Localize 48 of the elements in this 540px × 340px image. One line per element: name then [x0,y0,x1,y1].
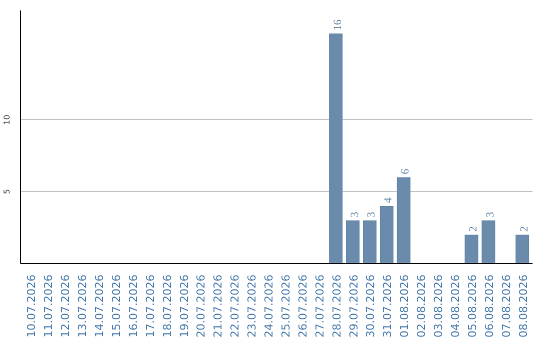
x-tick-label: 11.07.2026 [42,274,56,338]
data-label: 3 [348,211,361,218]
x-tick-label: 12.07.2026 [59,274,72,338]
bar [516,234,530,264]
y-tick-label: 10 [2,114,12,125]
data-label: 3 [484,211,496,218]
x-tick-label: 28.07.2026 [330,274,344,338]
x-tick-label: 22.07.2026 [228,274,242,338]
x-tick-label: 24.07.2026 [262,274,276,338]
data-label: 4 [382,197,395,203]
y-tick-label: 5 [2,189,12,194]
x-tick-label: 13.07.2026 [76,274,90,338]
x-tick-label: 10.07.2026 [25,274,38,338]
bar [380,206,394,264]
bar [482,220,496,264]
data-label: 16 [332,19,344,30]
x-tick-label: 17.07.2026 [144,274,157,338]
data-label: 2 [518,226,530,232]
x-tick-label: 02.08.2026 [415,274,428,338]
x-tick-label: 30.07.2026 [364,274,378,338]
bar [464,234,478,264]
data-label: 3 [366,211,378,218]
x-tick-label: 16.07.2026 [126,274,140,338]
x-tick-label: 26.07.2026 [296,274,310,338]
x-tick-label: 07.08.2026 [500,274,513,338]
x-tick-label: 03.08.2026 [432,274,446,338]
x-tick-label: 05.08.2026 [466,274,479,338]
x-tick-label: 06.08.2026 [482,274,496,338]
data-label: 6 [400,168,412,174]
x-tick-label: 15.07.2026 [110,274,123,338]
bar [396,177,410,264]
x-tick-label: 20.07.2026 [194,274,208,338]
bar [346,220,360,264]
x-tick-label: 21.07.2026 [212,274,225,338]
x-tick-label: 23.07.2026 [246,274,259,338]
x-tick-label: 29.07.2026 [347,274,360,338]
x-tick-label: 08.08.2026 [516,274,530,338]
x-tick-label: 25.07.2026 [279,274,292,338]
x-tick-label: 01.08.2026 [398,274,412,338]
bar [362,220,377,264]
x-tick-label: 18.07.2026 [160,274,174,338]
x-tick-label: 31.07.2026 [381,274,394,338]
x-tick-label: 04.08.2026 [449,274,462,338]
x-tick-label: 27.07.2026 [313,274,326,338]
bar [329,34,343,264]
x-tick-label: 19.07.2026 [178,274,191,338]
x-tick-label: 14.07.2026 [92,274,106,338]
data-label: 2 [467,226,480,232]
